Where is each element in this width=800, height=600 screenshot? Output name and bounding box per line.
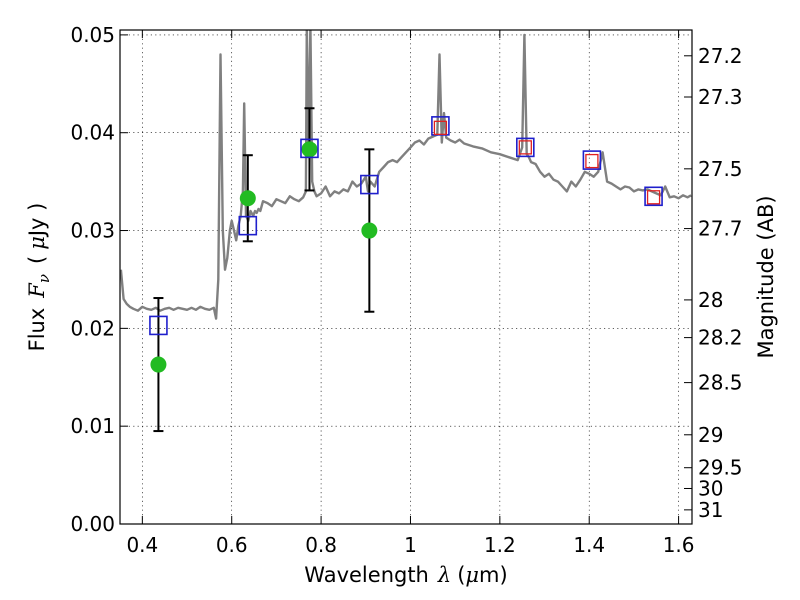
y-tick-label: 0.03 bbox=[70, 219, 115, 243]
y-tick-label: 0.02 bbox=[70, 316, 115, 340]
x-axis-label: Wavelength λ (μm) bbox=[304, 563, 507, 587]
model-flux-square bbox=[300, 138, 319, 159]
right-tick-label: 27.2 bbox=[698, 44, 743, 68]
x-tick-label: 1 bbox=[404, 533, 417, 557]
x-tick-label: 1.2 bbox=[484, 533, 516, 557]
model-flux-square-inner bbox=[646, 190, 661, 205]
spectrum-line bbox=[120, 30, 692, 320]
model-flux-square bbox=[582, 150, 602, 170]
model-flux-square bbox=[644, 186, 663, 207]
observed-flux-point bbox=[150, 356, 167, 373]
photometry-points bbox=[149, 116, 663, 373]
right-tick-label: 27.7 bbox=[698, 217, 743, 241]
y-tick-label: 0.05 bbox=[70, 23, 115, 47]
right-tick-label: 28.5 bbox=[698, 371, 743, 395]
model-flux-square-inner bbox=[518, 140, 532, 155]
right-axis-label: Magnitude (AB) bbox=[754, 195, 778, 358]
observed-flux-point bbox=[301, 141, 318, 158]
x-tick-label: 1.6 bbox=[663, 533, 695, 557]
axis-ticks: 0.4 0.6 0.8 1 1.2 1.4 1.6 0.00 0.01 0.02 0.03 0.04 0… bbox=[70, 23, 742, 557]
right-tick-label: 27.5 bbox=[698, 157, 743, 181]
right-tick-label: 28.2 bbox=[698, 326, 743, 350]
right-tick-label: 29 bbox=[698, 423, 723, 447]
y-axis-label: FluxFν(μJy ) bbox=[25, 203, 53, 352]
x-tick-label: 0.4 bbox=[126, 533, 158, 557]
model-flux-square bbox=[516, 137, 535, 158]
right-tick-label: 31 bbox=[698, 498, 723, 522]
observed-flux-point bbox=[361, 222, 378, 239]
right-tick-label: 27.3 bbox=[698, 85, 743, 109]
right-tick-label: 28 bbox=[698, 288, 723, 312]
x-tick-label: 1.4 bbox=[573, 533, 605, 557]
observed-flux-point bbox=[239, 190, 256, 207]
grid-lines bbox=[120, 30, 692, 525]
model-flux-square bbox=[360, 174, 379, 195]
right-tick-label: 30 bbox=[698, 476, 723, 500]
model-flux-square-inner bbox=[433, 120, 448, 135]
model-spectrum bbox=[120, 30, 692, 320]
x-tick-label: 0.8 bbox=[305, 533, 337, 557]
y-tick-label: 0.04 bbox=[70, 121, 115, 145]
right-tick-label: 29.5 bbox=[698, 456, 743, 480]
model-flux-square-inner bbox=[585, 153, 599, 169]
model-flux-square bbox=[149, 315, 168, 336]
y-tick-label: 0.00 bbox=[70, 512, 115, 536]
x-tick-label: 0.6 bbox=[216, 533, 248, 557]
y-tick-label: 0.01 bbox=[70, 414, 115, 438]
error-bars bbox=[153, 107, 375, 433]
model-flux-square bbox=[238, 215, 258, 236]
plot-frame bbox=[119, 29, 693, 525]
